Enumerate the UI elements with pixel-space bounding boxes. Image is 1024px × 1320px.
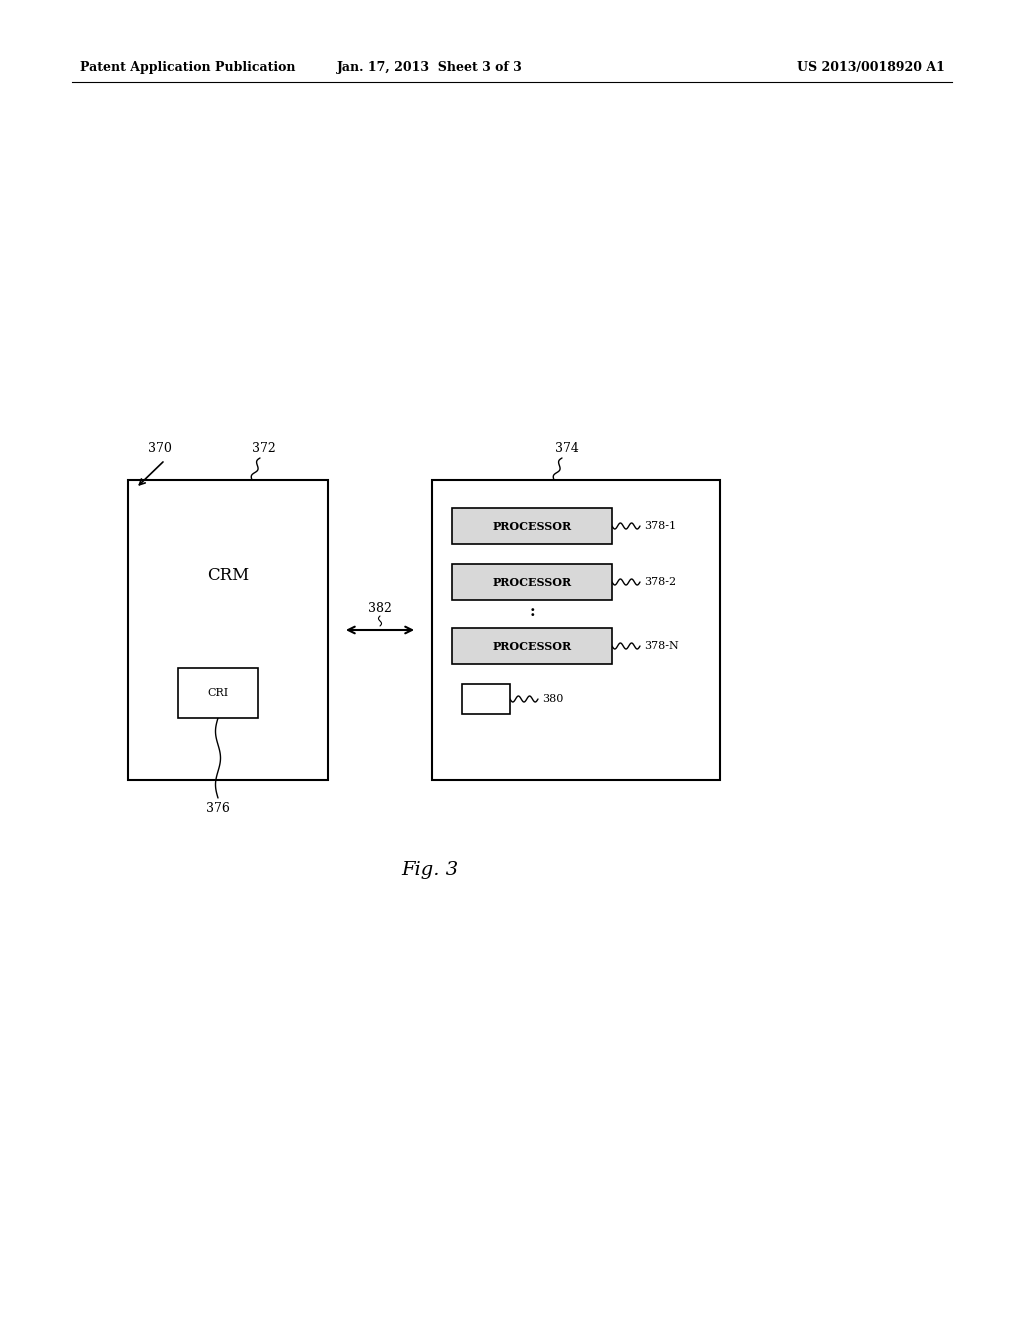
Bar [452, 628, 612, 664]
Bar [178, 668, 258, 718]
Text: Patent Application Publication: Patent Application Publication [80, 62, 296, 74]
Text: CRM: CRM [207, 568, 249, 585]
Text: 382: 382 [368, 602, 392, 615]
Bar [432, 480, 720, 780]
Text: PROCESSOR: PROCESSOR [493, 577, 571, 587]
Text: 378-1: 378-1 [644, 521, 676, 531]
Bar [452, 564, 612, 601]
Bar [462, 684, 510, 714]
Text: 374: 374 [555, 441, 579, 454]
Text: US 2013/0018920 A1: US 2013/0018920 A1 [797, 62, 945, 74]
Bar [128, 480, 328, 780]
Bar [452, 508, 612, 544]
Text: 380: 380 [542, 694, 563, 704]
Text: 372: 372 [252, 441, 275, 454]
Text: PROCESSOR: PROCESSOR [493, 640, 571, 652]
Text: PROCESSOR: PROCESSOR [493, 520, 571, 532]
Text: :: : [529, 605, 535, 619]
Text: CRI: CRI [208, 688, 228, 698]
Text: Fig. 3: Fig. 3 [401, 861, 459, 879]
Text: 378-2: 378-2 [644, 577, 676, 587]
Text: 378-N: 378-N [644, 642, 679, 651]
Text: Jan. 17, 2013  Sheet 3 of 3: Jan. 17, 2013 Sheet 3 of 3 [337, 62, 523, 74]
Text: 370: 370 [148, 441, 172, 454]
Text: 376: 376 [206, 801, 230, 814]
